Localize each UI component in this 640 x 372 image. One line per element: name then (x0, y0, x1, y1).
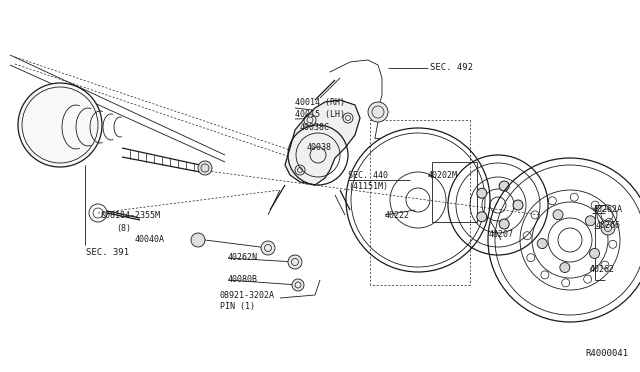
Circle shape (601, 221, 615, 235)
Text: 08921-3202A: 08921-3202A (220, 291, 275, 299)
Circle shape (368, 102, 388, 122)
Text: 40262N: 40262N (228, 253, 258, 263)
Circle shape (513, 200, 523, 210)
Circle shape (589, 248, 600, 259)
Circle shape (560, 263, 570, 273)
Text: 40207: 40207 (488, 230, 513, 239)
Text: 40202M: 40202M (428, 170, 458, 180)
Text: 40262A: 40262A (593, 205, 623, 215)
Text: SEC. 391: SEC. 391 (86, 248, 129, 257)
Circle shape (261, 241, 275, 255)
Circle shape (537, 238, 547, 248)
Text: R4000041: R4000041 (585, 349, 628, 358)
Circle shape (292, 279, 304, 291)
Text: 40015 (LH): 40015 (LH) (295, 109, 345, 119)
Text: 40038: 40038 (307, 144, 332, 153)
Circle shape (288, 255, 302, 269)
Polygon shape (285, 100, 360, 185)
Text: (41151M): (41151M) (348, 182, 388, 190)
Text: PIN (1): PIN (1) (220, 302, 255, 311)
Circle shape (477, 188, 487, 198)
Text: 40222: 40222 (385, 211, 410, 219)
Text: SEC. 492: SEC. 492 (430, 64, 473, 73)
Circle shape (191, 233, 205, 247)
Circle shape (586, 216, 595, 226)
Text: 40038C: 40038C (300, 124, 330, 132)
Circle shape (499, 181, 509, 191)
Circle shape (18, 83, 102, 167)
Circle shape (198, 161, 212, 175)
Circle shape (499, 219, 509, 229)
Text: ß08184-2355M: ß08184-2355M (100, 212, 160, 221)
Text: 40040A: 40040A (135, 235, 165, 244)
Text: 40266: 40266 (596, 221, 621, 230)
Text: 40014 (RH): 40014 (RH) (295, 99, 345, 108)
Circle shape (553, 210, 563, 220)
Circle shape (477, 212, 487, 222)
Text: 40080B: 40080B (228, 276, 258, 285)
Text: SEC. 440: SEC. 440 (348, 170, 388, 180)
Text: (8): (8) (116, 224, 131, 232)
Text: 40262: 40262 (590, 266, 615, 275)
